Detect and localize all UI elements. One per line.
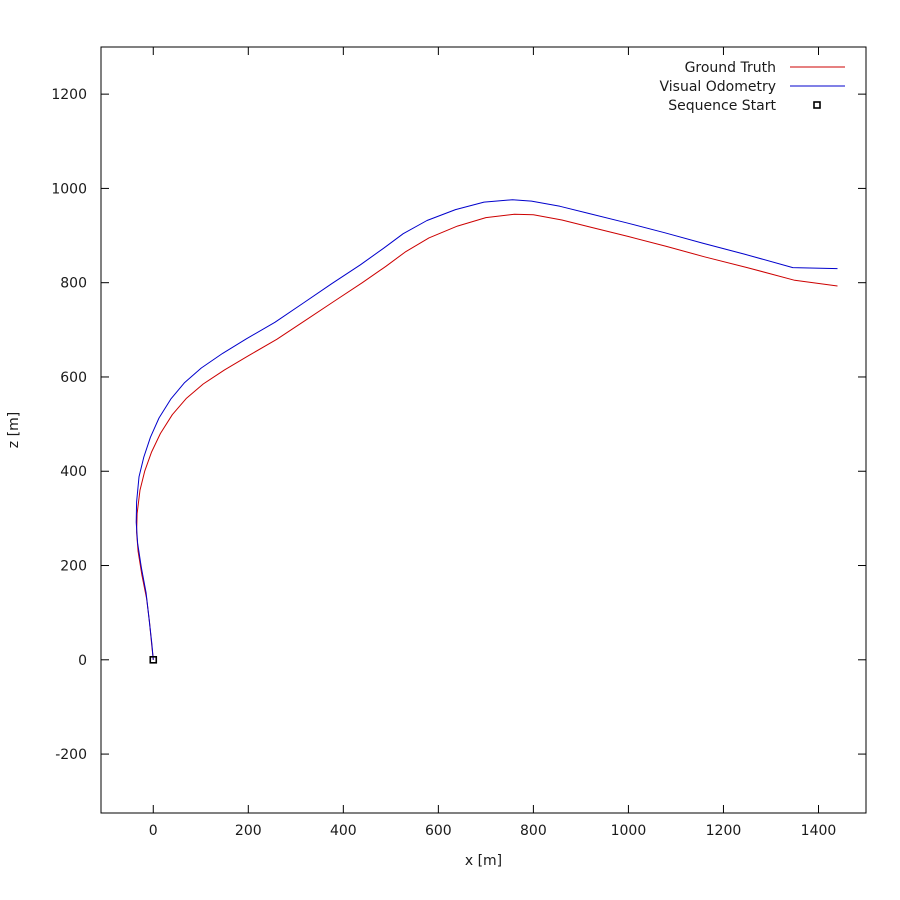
x-tick-label: 600 [425,823,452,839]
x-tick-label: 400 [330,823,357,839]
plot-frame [100,46,867,814]
x-tick-label: 200 [235,823,262,839]
y-tick-label: 200 [60,559,87,575]
x-tick-label: 1000 [611,823,647,839]
visual-odometry-line [135,199,838,660]
legend-label-ground-truth: Ground Truth [685,60,776,76]
x-tick-label: 1200 [706,823,742,839]
x-tick-label: 800 [520,823,547,839]
ground-truth-line [136,213,838,660]
x-tick-label: 1400 [801,823,837,839]
y-tick-label: 1200 [51,87,87,103]
y-tick-label: -200 [55,747,87,763]
y-axis-label: z [m] [6,412,22,448]
y-tick-label: 600 [60,370,87,386]
y-tick-label: 1000 [51,181,87,197]
legend-label-sequence-start: Sequence Start [668,98,776,114]
y-tick-label: 400 [60,464,87,480]
y-tick-label: 800 [60,276,87,292]
x-axis-label: x [m] [465,853,502,869]
legend-label-visual-odometry: Visual Odometry [660,79,777,95]
legend: Ground Truth Visual Odometry Sequence Star… [660,60,845,114]
y-tick-label: 0 [78,653,87,669]
x-tick-label: 0 [149,823,158,839]
sequence-start-marker [149,655,158,664]
legend-swatch-sequence-start [813,101,821,109]
